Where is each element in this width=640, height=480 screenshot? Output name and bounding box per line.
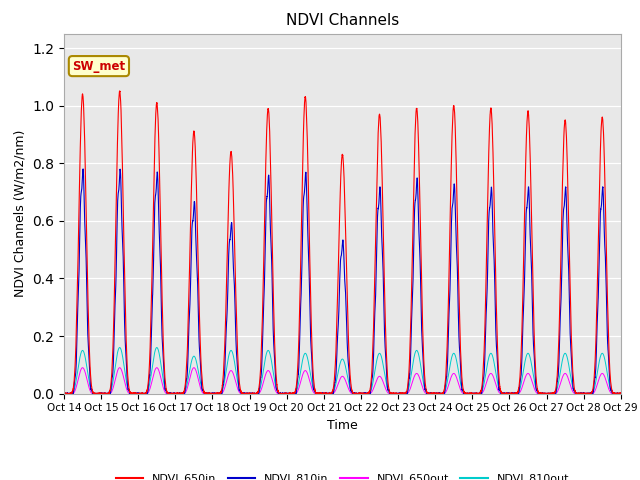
Line: NDVI_650out: NDVI_650out bbox=[64, 368, 640, 394]
NDVI_810in bbox=[275, 391, 283, 396]
NDVI_650in bbox=[60, 390, 68, 396]
NDVI_650out bbox=[90, 391, 98, 396]
NDVI_810out bbox=[500, 391, 508, 396]
Title: NDVI Channels: NDVI Channels bbox=[286, 13, 399, 28]
NDVI_810out bbox=[438, 391, 445, 396]
NDVI_810in bbox=[438, 391, 445, 396]
NDVI_810out bbox=[60, 391, 68, 396]
NDVI_810out bbox=[412, 349, 419, 355]
X-axis label: Time: Time bbox=[327, 419, 358, 432]
NDVI_650out bbox=[412, 372, 419, 377]
NDVI_650out bbox=[275, 391, 283, 396]
NDVI_650out bbox=[438, 391, 445, 396]
NDVI_650in bbox=[412, 118, 419, 123]
NDVI_650in bbox=[500, 391, 508, 396]
Line: NDVI_650in: NDVI_650in bbox=[64, 91, 640, 394]
Legend: NDVI_650in, NDVI_810in, NDVI_650out, NDVI_810out: NDVI_650in, NDVI_810in, NDVI_650out, NDV… bbox=[111, 469, 573, 480]
NDVI_810out bbox=[116, 345, 124, 350]
NDVI_810in bbox=[412, 197, 419, 203]
NDVI_650in bbox=[532, 375, 540, 381]
Text: SW_met: SW_met bbox=[72, 60, 125, 72]
NDVI_650in bbox=[275, 390, 283, 396]
NDVI_650in bbox=[438, 390, 445, 396]
NDVI_810in bbox=[79, 166, 87, 172]
NDVI_650out bbox=[500, 391, 508, 396]
NDVI_650in bbox=[116, 88, 124, 94]
Line: NDVI_810in: NDVI_810in bbox=[64, 169, 640, 394]
NDVI_810in bbox=[60, 391, 68, 396]
NDVI_810out bbox=[532, 386, 540, 392]
Line: NDVI_810out: NDVI_810out bbox=[64, 348, 640, 394]
NDVI_810in bbox=[90, 391, 98, 396]
NDVI_650in bbox=[61, 391, 68, 396]
NDVI_650in bbox=[90, 390, 98, 396]
NDVI_810in bbox=[500, 390, 508, 396]
NDVI_810out bbox=[275, 391, 283, 396]
Y-axis label: NDVI Channels (W/m2/nm): NDVI Channels (W/m2/nm) bbox=[13, 130, 27, 297]
NDVI_810in bbox=[60, 390, 68, 396]
NDVI_650out bbox=[60, 391, 68, 396]
NDVI_650out bbox=[532, 389, 540, 395]
NDVI_810in bbox=[532, 386, 540, 392]
NDVI_650out bbox=[79, 365, 86, 371]
NDVI_810out bbox=[90, 391, 98, 396]
